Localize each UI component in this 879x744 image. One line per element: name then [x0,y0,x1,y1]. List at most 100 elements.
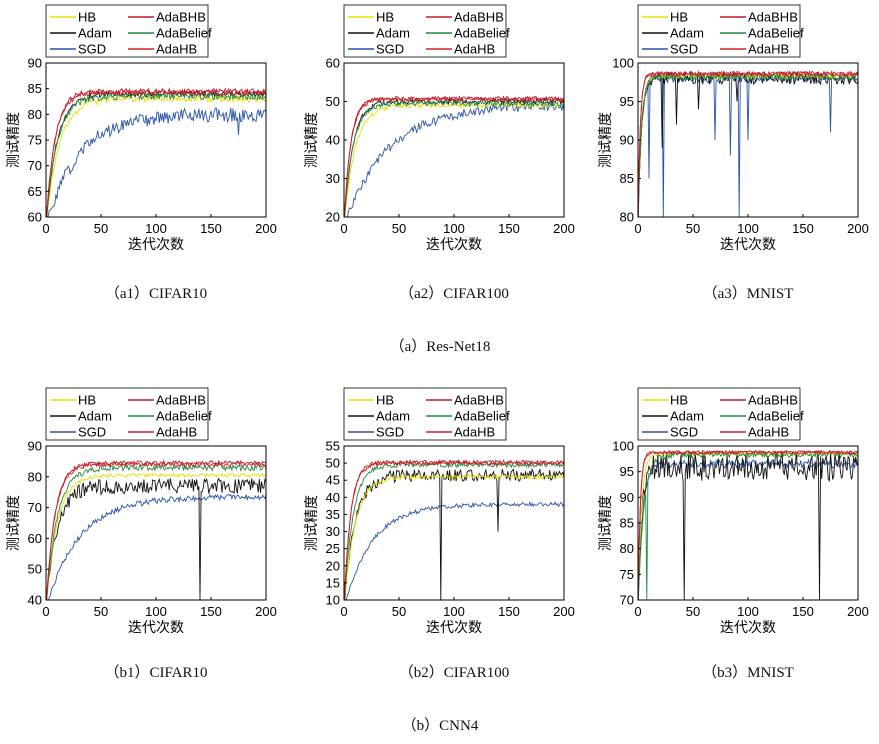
legend-label-sgd: SGD [78,425,106,440]
series-line-adabelief [344,99,564,217]
series-line-adahb [46,88,266,217]
y-tick-label: 20 [326,558,340,573]
legend-label-hb: HB [670,393,688,408]
y-tick-label: 90 [620,133,634,148]
legend-label-adabelief: AdaBelief [156,409,212,424]
y-tick-label: 100 [612,439,634,454]
y-tick-label: 60 [28,531,42,546]
y-tick-label: 10 [326,593,340,608]
y-tick-label: 35 [326,507,340,522]
legend-label-adahb: AdaHB [454,42,495,57]
series-group [46,459,266,600]
legend-label-sgd: SGD [376,425,404,440]
plot-frame [45,445,267,601]
x-tick-label: 0 [42,604,49,619]
legend-label-adabelief: AdaBelief [748,409,804,424]
series-line-sgd [47,107,266,217]
y-tick-label: 70 [28,500,42,515]
y-tick-label: 40 [326,490,340,505]
series-line-adahb [46,461,266,600]
caption-b2: （b2）CIFAR100 [398,665,510,681]
legend-label-adabelief: AdaBelief [454,26,510,41]
group-caption-a: （a）Res-Net18 [389,339,491,355]
x-tick-label: 100 [443,221,465,236]
legend-label-adahb: AdaHB [156,425,197,440]
series-group [638,449,858,600]
y-tick-label: 60 [28,210,42,225]
caption-a1: （a1）CIFAR10 [104,286,208,302]
legend-label-adahb: AdaHB [748,425,789,440]
y-tick-label: 45 [326,473,340,488]
x-axis-label: 迭代次数 [128,620,184,636]
caption-a2: （a2）CIFAR100 [399,286,509,302]
series-line-adabelief [638,72,858,217]
x-tick-label: 150 [792,604,814,619]
y-tick-label: 70 [620,593,634,608]
y-tick-label: 80 [28,107,42,122]
y-tick-label: 80 [620,541,634,556]
series-line-sgd [347,101,564,217]
series-line-adam [638,451,858,600]
x-tick-label: 50 [686,221,700,236]
y-tick-label: 70 [28,158,42,173]
series-line-sgd [638,72,858,217]
y-tick-label: 15 [326,575,340,590]
y-tick-label: 95 [620,94,634,109]
series-line-hb [344,473,564,600]
x-axis-label: 迭代次数 [720,620,776,636]
legend-label-sgd: SGD [78,42,106,57]
legend-label-adabelief: AdaBelief [454,409,510,424]
plot-frame [637,445,859,601]
y-axis-label: 测试精度 [6,495,22,551]
y-tick-label: 20 [326,210,340,225]
chart-panel-b1: 0 50 100 150 200 40 50 60 70 80 90 迭代次数 测试精度 HB AdaBHB… [6,387,277,636]
chart-panel-a1: 0 50 100 150 200 60 65 70 75 80 85 90 迭代次数 测试精度 HB AdaB… [6,4,277,253]
plot-frame [343,62,565,218]
x-tick-label: 0 [634,221,641,236]
x-tick-label: 150 [792,221,814,236]
series-group [638,70,858,217]
x-tick-label: 100 [737,604,759,619]
legend-label-hb: HB [376,10,394,25]
x-tick-label: 0 [634,604,641,619]
y-tick-label: 40 [326,133,340,148]
y-tick-label: 100 [612,56,634,71]
x-tick-label: 50 [94,604,108,619]
x-tick-label: 200 [553,221,575,236]
y-tick-label: 85 [28,81,42,96]
caption-b3: （b3）MNIST [702,665,794,681]
series-line-adabhb [46,459,266,600]
legend-label-adabhb: AdaBHB [156,393,206,408]
y-axis-label: 测试精度 [598,112,614,168]
y-tick-label: 95 [620,464,634,479]
y-tick-label: 80 [28,469,42,484]
y-axis-label: 测试精度 [598,495,614,551]
legend: HB AdaBHB Adam AdaBelief SGD AdaHB [45,4,212,58]
x-tick-label: 100 [737,221,759,236]
x-tick-label: 50 [392,604,406,619]
legend-label-adabhb: AdaBHB [454,393,504,408]
y-tick-label: 90 [620,490,634,505]
series-line-adabelief [46,91,266,217]
caption-b1: （b1）CIFAR10 [104,665,208,681]
legend-label-adahb: AdaHB [156,42,197,57]
x-tick-label: 50 [392,221,406,236]
x-tick-label: 100 [443,604,465,619]
legend-label-adam: Adam [670,409,704,424]
legend-label-hb: HB [376,393,394,408]
group-caption-b: （b）CNN4 [401,718,479,734]
series-line-sgd [345,501,564,600]
legend: HB AdaBHB Adam AdaBelief SGD AdaHB [343,387,510,441]
x-tick-label: 150 [498,604,520,619]
legend-label-hb: HB [670,10,688,25]
series-line-adabhb [344,459,564,600]
series-line-sgd [638,458,858,600]
legend-label-adabelief: AdaBelief [156,26,212,41]
legend-label-adabhb: AdaBHB [454,10,504,25]
y-tick-label: 50 [326,456,340,471]
y-tick-label: 90 [28,56,42,71]
x-tick-label: 100 [145,221,167,236]
series-line-adam [638,70,858,217]
legend: HB AdaBHB Adam AdaBelief SGD AdaHB [45,387,212,441]
